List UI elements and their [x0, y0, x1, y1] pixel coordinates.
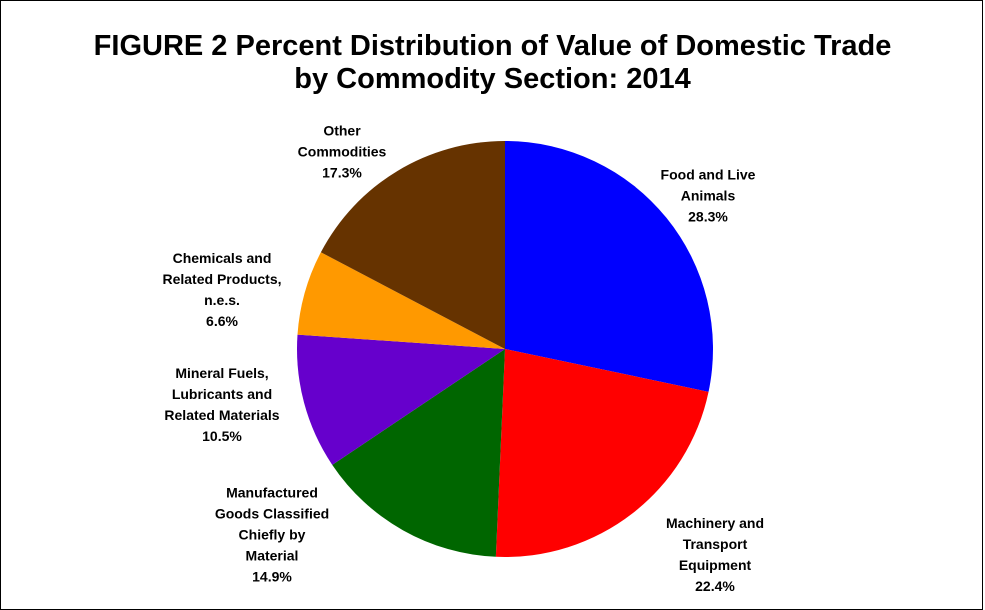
value-label: 10.5%	[202, 428, 242, 444]
chart-title: FIGURE 2 Percent Distribution of Value o…	[93, 30, 892, 95]
value-label: 22.4%	[695, 578, 735, 594]
category-label: Machinery and Transport Equipment	[665, 515, 765, 573]
value-label: 28.3%	[688, 208, 728, 225]
pie-slice	[297, 334, 505, 465]
pie-slice	[505, 141, 713, 392]
slice-label: Machinery and Transport Equipment 22.4%	[625, 513, 805, 597]
slice-label: Other Commodities 17.3%	[252, 121, 432, 184]
value-label: 17.3%	[322, 164, 362, 181]
category-label: Food and Live Animals	[660, 166, 756, 204]
category-label: Manufactured Goods Classified Chiefly by…	[214, 484, 330, 564]
pie-slice	[332, 349, 505, 557]
slice-label: Mineral Fuels, Lubricants and Related Ma…	[132, 363, 312, 447]
pie-slice	[320, 141, 505, 349]
category-label: Mineral Fuels, Lubricants and Related Ma…	[164, 365, 280, 423]
value-label: 14.9%	[252, 568, 292, 585]
slice-label: Chemicals and Related Products, n.e.s. 6.…	[132, 248, 312, 332]
pie-slice	[495, 349, 709, 557]
category-label: Other Commodities	[297, 122, 387, 160]
category-label: Chemicals and Related Products, n.e.s.	[162, 250, 282, 308]
value-label: 6.6%	[206, 313, 238, 329]
slice-label: Food and Live Animals 28.3%	[618, 165, 798, 228]
slice-label: Manufactured Goods Classified Chiefly by…	[182, 483, 362, 588]
pie-slice	[297, 252, 505, 349]
